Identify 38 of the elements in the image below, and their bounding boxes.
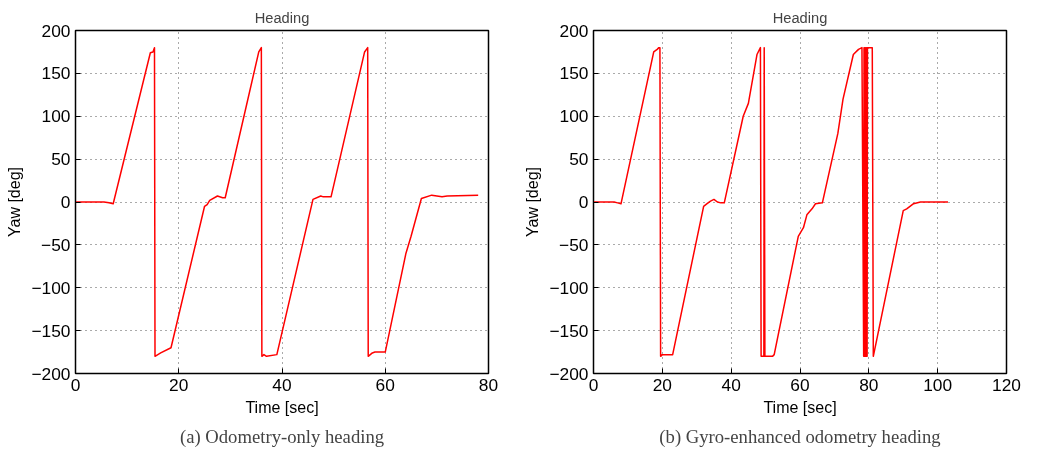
x-tick-label: 40	[272, 374, 292, 395]
y-tick-label: 150	[559, 63, 589, 84]
x-tick-label: 40	[721, 374, 741, 395]
chart-title: Heading	[254, 9, 310, 26]
x-axis-title: Time [sec]	[245, 398, 319, 416]
y-tick-label: −200	[31, 363, 71, 384]
y-tick-label: −100	[31, 277, 71, 298]
y-axis-title: Yaw [deg]	[524, 167, 542, 237]
text: (b) Gyro-enhanced odometry heading	[659, 425, 941, 448]
y-tick-label: 200	[559, 20, 589, 41]
x-tick-label: 80	[478, 374, 499, 395]
y-tick-label: 0	[578, 192, 589, 212]
x-tick-label: 20	[652, 374, 672, 395]
y-tick-label: −150	[549, 320, 589, 341]
chart-title: Heading	[772, 9, 828, 26]
x-tick-label: 120	[992, 374, 1021, 395]
y-tick-label: −100	[549, 277, 589, 298]
x-tick-label: 100	[923, 374, 953, 395]
y-tick-label: 100	[559, 106, 589, 127]
text: (a) Odometry-only heading	[179, 425, 385, 448]
y-tick-label: 0	[60, 192, 71, 212]
line-series	[593, 46, 949, 358]
y-tick-label: 50	[569, 149, 589, 170]
y-tick-label: 50	[51, 149, 71, 170]
y-tick-label: 150	[41, 63, 71, 84]
y-tick-label: 200	[41, 20, 71, 41]
x-axis-title: Time [sec]	[763, 398, 837, 416]
y-axis-title: Yaw [deg]	[6, 167, 24, 237]
x-tick-label: 60	[375, 374, 395, 395]
y-tick-label: −50	[41, 234, 71, 255]
x-tick-label: 60	[790, 374, 810, 395]
y-tick-label: −150	[31, 320, 71, 341]
y-tick-label: 100	[41, 106, 71, 127]
x-tick-label: 20	[169, 374, 189, 395]
x-tick-label: 80	[859, 374, 879, 395]
y-tick-label: −200	[549, 363, 589, 384]
y-tick-label: −50	[559, 234, 589, 255]
line-series	[75, 46, 479, 358]
